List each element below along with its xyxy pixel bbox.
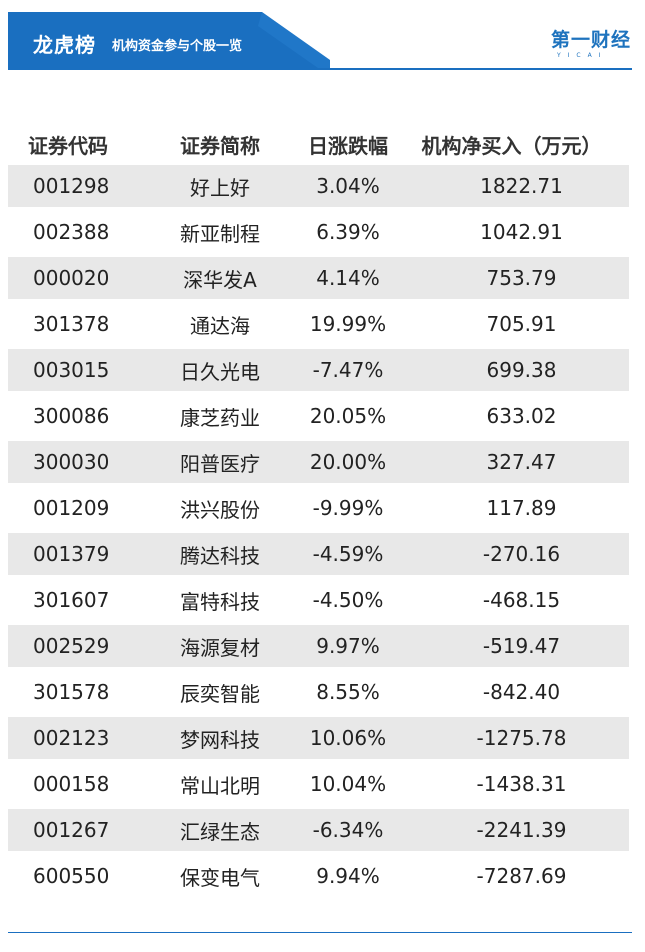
cell-name: 阳普医疗	[158, 441, 282, 483]
table-row: 301378 通达海 19.99% 705.91	[8, 303, 629, 345]
cell-net-buy: 117.89	[486, 496, 557, 520]
cell-code: 001379	[8, 533, 158, 575]
cell-code: 002529	[8, 625, 158, 667]
table-row: 001379 腾达科技 -4.59% -270.16	[8, 533, 629, 575]
page-title: 龙虎榜	[33, 33, 96, 57]
column-header-net-buy: 机构净买入（万元）	[421, 133, 602, 158]
cell-net-buy: 633.02	[486, 404, 557, 428]
cell-code: 001298	[8, 165, 158, 207]
column-header-change: 日涨跌幅	[308, 133, 388, 158]
table-row: 000020 深华发A 4.14% 753.79	[8, 257, 629, 299]
cell-code: 300030	[8, 441, 158, 483]
table-row: 600550 保变电气 9.94% -7287.69	[8, 855, 629, 897]
table-row: 301607 富特科技 -4.50% -468.15	[8, 579, 629, 621]
cell-code: 001267	[8, 809, 158, 851]
cell-change: 8.55%	[316, 680, 380, 704]
column-header-code: 证券代码	[28, 133, 108, 158]
cell-net-buy: 1042.91	[480, 220, 563, 244]
cell-change: -7.47%	[282, 349, 414, 391]
cell-name: 康芝药业	[180, 405, 260, 430]
cell-name: 通达海	[190, 313, 250, 338]
yicai-logo: 第一财经 YICAI	[551, 28, 631, 62]
table-row: 000158 常山北明 10.04% -1438.31	[8, 763, 629, 805]
header-banner: 龙虎榜 机构资金参与个股一览 第一财经 YICAI	[0, 0, 645, 72]
cell-change: 20.00%	[282, 441, 414, 483]
cell-net-buy: -519.47	[414, 625, 629, 667]
cell-name: 常山北明	[180, 773, 260, 798]
table-row: 300086 康芝药业 20.05% 633.02	[8, 395, 629, 437]
table-row: 001298 好上好 3.04% 1822.71	[8, 165, 629, 207]
cell-code: 000158	[33, 772, 110, 796]
cell-net-buy: -842.40	[482, 680, 561, 704]
table-row: 003015 日久光电 -7.47% 699.38	[8, 349, 629, 391]
cell-name: 保变电气	[180, 865, 260, 890]
footer-divider	[8, 932, 632, 933]
cell-change: 4.14%	[282, 257, 414, 299]
table-row: 300030 阳普医疗 20.00% 327.47	[8, 441, 629, 483]
cell-code: 002388	[33, 220, 110, 244]
cell-net-buy: -1438.31	[476, 772, 567, 796]
cell-code: 002123	[8, 717, 158, 759]
cell-change: 10.06%	[282, 717, 414, 759]
cell-net-buy: -2241.39	[414, 809, 629, 851]
cell-net-buy: -1275.78	[414, 717, 629, 759]
cell-name: 深华发A	[158, 257, 282, 299]
cell-change: -4.50%	[312, 588, 384, 612]
table-row: 001209 洪兴股份 -9.99% 117.89	[8, 487, 629, 529]
page-subtitle: 机构资金参与个股一览	[112, 39, 243, 54]
cell-name: 新亚制程	[180, 221, 260, 246]
cell-name: 好上好	[158, 165, 282, 207]
cell-change: 10.04%	[309, 772, 387, 796]
cell-net-buy: -468.15	[482, 588, 561, 612]
logo-text: 第一财经	[551, 29, 632, 51]
table-header-row: 证券代码 证券简称 日涨跌幅 机构净买入（万元）	[8, 127, 629, 161]
table-row: 001267 汇绿生态 -6.34% -2241.39	[8, 809, 629, 851]
cell-name: 辰奕智能	[180, 681, 260, 706]
cell-code: 600550	[33, 864, 110, 888]
cell-name: 洪兴股份	[180, 497, 260, 522]
cell-change: -4.59%	[282, 533, 414, 575]
cell-net-buy: 1822.71	[414, 165, 629, 207]
column-header-name: 证券简称	[180, 133, 260, 158]
cell-code: 003015	[8, 349, 158, 391]
table-row: 301578 辰奕智能 8.55% -842.40	[8, 671, 629, 713]
cell-code: 301378	[33, 312, 110, 336]
cell-name: 腾达科技	[158, 533, 282, 575]
logo-subtext: YICAI	[557, 52, 608, 59]
banner-shape	[8, 12, 330, 68]
cell-net-buy: -7287.69	[476, 864, 567, 888]
cell-code: 000020	[8, 257, 158, 299]
cell-change: 9.97%	[282, 625, 414, 667]
cell-name: 汇绿生态	[158, 809, 282, 851]
table-row: 002123 梦网科技 10.06% -1275.78	[8, 717, 629, 759]
header-divider	[8, 68, 632, 70]
cell-net-buy: 327.47	[414, 441, 629, 483]
cell-code: 301607	[33, 588, 110, 612]
cell-change: 6.39%	[316, 220, 380, 244]
cell-net-buy: 699.38	[414, 349, 629, 391]
cell-name: 日久光电	[158, 349, 282, 391]
table-row: 002529 海源复材 9.97% -519.47	[8, 625, 629, 667]
cell-change: -9.99%	[312, 496, 384, 520]
table-row: 002388 新亚制程 6.39% 1042.91	[8, 211, 629, 253]
institution-trading-table: 证券代码 证券简称 日涨跌幅 机构净买入（万元） 001298 好上好 3.04% 1…	[8, 123, 629, 901]
cell-code: 001209	[33, 496, 110, 520]
cell-code: 300086	[33, 404, 110, 428]
cell-change: 19.99%	[309, 312, 387, 336]
cell-name: 富特科技	[180, 589, 260, 614]
cell-net-buy: -270.16	[414, 533, 629, 575]
cell-code: 301578	[33, 680, 110, 704]
cell-net-buy: 753.79	[414, 257, 629, 299]
cell-name: 海源复材	[158, 625, 282, 667]
cell-net-buy: 705.91	[486, 312, 557, 336]
cell-change: 9.94%	[316, 864, 380, 888]
cell-change: -6.34%	[282, 809, 414, 851]
cell-change: 3.04%	[282, 165, 414, 207]
cell-change: 20.05%	[309, 404, 387, 428]
cell-name: 梦网科技	[158, 717, 282, 759]
